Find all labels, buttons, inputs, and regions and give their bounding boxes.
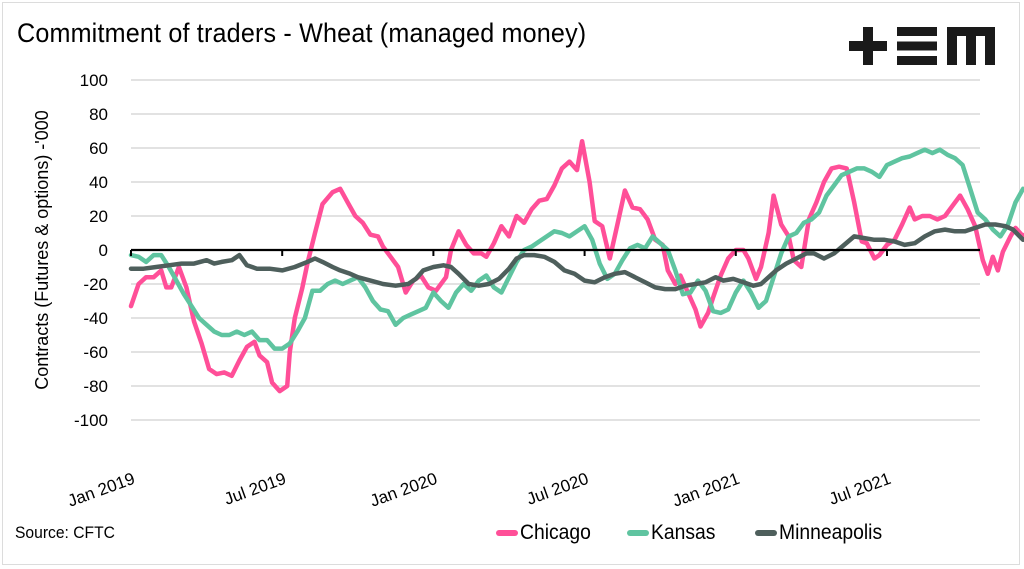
legend-item-chicago[interactable]: Chicago	[496, 521, 597, 545]
y-tick-label: 0	[99, 241, 108, 260]
logo-e-bottom	[897, 56, 937, 65]
x-tick-label: Jan 2021	[670, 469, 742, 511]
source-note: Source: CFTC	[15, 523, 115, 542]
legend-swatch-minneapolis	[755, 530, 778, 536]
y-tick-label: 100	[80, 71, 108, 90]
y-tick-label: -80	[83, 377, 108, 396]
y-tick-label: 40	[89, 173, 108, 192]
series-line-chicago	[128, 138, 1024, 394]
zero-axis	[130, 248, 980, 256]
logo-e-middle	[897, 41, 937, 51]
logo-m	[947, 27, 995, 65]
x-tick-label: Jan 2019	[65, 469, 137, 511]
y-axis-title: Contracts (Futures & options) -'000	[32, 110, 52, 390]
y-tick-label: -100	[74, 411, 108, 430]
legend-label-chicago: Chicago	[520, 521, 591, 544]
series-line-minneapolis	[128, 222, 1024, 292]
legend: Chicago Kansas Minneapolis	[496, 521, 903, 545]
chart-title: Commitment of traders - Wheat (managed m…	[17, 18, 587, 48]
x-tick-label: Jan 2020	[368, 469, 440, 511]
legend-item-kansas[interactable]: Kansas	[627, 521, 721, 545]
y-tick-label: -40	[83, 309, 108, 328]
legend-item-minneapolis[interactable]: Minneapolis	[755, 521, 891, 545]
x-tick-label: Jul 2021	[826, 469, 893, 509]
y-tick-label: 80	[89, 105, 108, 124]
legend-swatch-chicago	[496, 530, 518, 536]
y-tick-label: 20	[89, 207, 108, 226]
y-tick-label: -20	[83, 275, 108, 294]
series-lines	[128, 138, 1024, 394]
legend-label-kansas: Kansas	[651, 521, 716, 544]
x-tick-label: Jul 2020	[524, 469, 591, 509]
logo-e-top	[897, 27, 937, 36]
logo-plus-vertical	[863, 27, 873, 65]
x-axis-tick-labels: Jan 2019 Jul 2019 Jan 2020 Jul 2020 Jan 2021…	[65, 469, 893, 511]
legend-label-minneapolis: Minneapolis	[779, 521, 883, 544]
y-tick-label: -60	[83, 343, 108, 362]
legend-swatch-kansas	[627, 530, 650, 536]
tem-logo-icon	[849, 27, 995, 65]
series-line-kansas	[128, 147, 1024, 351]
y-axis-tick-labels: 100 80 60 40 20 0 -20 -40 -60 -80 -100	[74, 71, 108, 430]
y-tick-label: 60	[89, 139, 108, 158]
x-tick-label: Jul 2019	[222, 469, 289, 509]
